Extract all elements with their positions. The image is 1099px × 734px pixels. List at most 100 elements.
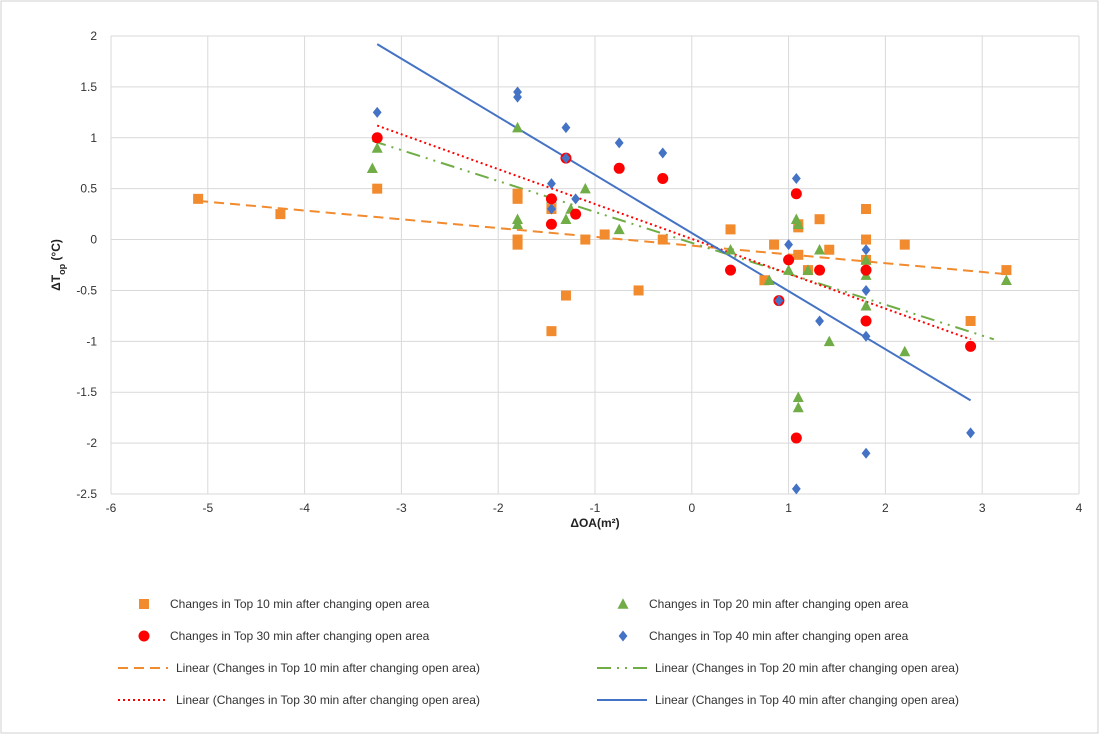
data-point-diamond — [774, 295, 784, 307]
legend-marker-diamond — [618, 630, 628, 642]
x-tick-label: 1 — [785, 501, 792, 515]
x-tick-label: 3 — [979, 501, 986, 515]
data-point-triangle — [1000, 274, 1012, 286]
data-point-square — [193, 193, 204, 204]
data-point-circle — [790, 432, 802, 444]
data-point-triangle — [860, 299, 872, 311]
legend-label: Changes in Top 40 min after changing ope… — [649, 629, 909, 643]
x-tick-label: -1 — [590, 501, 601, 515]
y-tick-label: 2 — [90, 29, 97, 43]
y-axis-title-unit: (°C) — [49, 239, 63, 264]
data-point-triangle — [783, 264, 795, 275]
data-point-circle — [860, 315, 872, 327]
data-point-triangle — [560, 213, 572, 224]
data-points — [193, 86, 1012, 495]
data-point-circle — [725, 264, 737, 276]
y-tick-label: -2 — [86, 436, 97, 450]
data-point-circle — [790, 188, 802, 200]
data-point-square — [725, 224, 736, 235]
x-tick-label: -6 — [106, 501, 117, 515]
data-point-triangle — [792, 401, 804, 413]
data-point-circle — [860, 264, 872, 276]
data-point-diamond — [372, 106, 382, 118]
legend-label: Linear (Changes in Top 40 min after chan… — [655, 693, 959, 707]
legend-label: Changes in Top 10 min after changing ope… — [170, 597, 430, 611]
data-point-square — [861, 204, 872, 215]
data-point-square — [899, 239, 910, 250]
x-tick-label: -4 — [299, 501, 310, 515]
data-point-diamond — [791, 172, 801, 184]
data-point-triangle — [512, 121, 524, 133]
legend-label: Linear (Changes in Top 30 min after chan… — [176, 693, 480, 707]
grid — [110, 35, 1080, 495]
data-point-circle — [371, 132, 383, 144]
data-point-diamond — [861, 330, 871, 342]
data-point-square — [560, 290, 571, 301]
data-point-diamond — [784, 239, 793, 251]
data-point-diamond — [658, 147, 668, 159]
legend-label: Changes in Top 20 min after changing ope… — [649, 597, 909, 611]
data-point-triangle — [579, 182, 591, 194]
data-point-diamond — [561, 122, 571, 134]
data-point-square — [512, 188, 523, 199]
x-axis-title: ΔOA(m²) — [570, 516, 619, 530]
data-point-circle — [783, 254, 795, 266]
data-point-square — [965, 315, 976, 326]
y-axis-title-subscript: op — [57, 263, 67, 274]
data-point-triangle — [792, 391, 804, 403]
data-point-triangle — [823, 335, 835, 347]
data-point-triangle — [763, 274, 775, 286]
data-point-square — [372, 183, 383, 194]
data-point-diamond — [547, 203, 556, 215]
legend: Changes in Top 10 min after changing ope… — [118, 597, 959, 707]
data-point-square — [861, 234, 872, 245]
y-tick-label: -0.5 — [76, 283, 97, 297]
data-point-diamond — [547, 178, 556, 190]
data-point-square — [814, 214, 825, 225]
y-tick-label: 1.5 — [80, 80, 97, 94]
legend-label: Linear (Changes in Top 10 min after chan… — [176, 661, 480, 675]
tick-labels: -6 -5 -4 -3 -2 -1 0 1 2 3 4 -2.5 -2 -1.5 -1 -0.5 0 0.5 1 1.… — [76, 29, 1082, 515]
data-point-triangle — [366, 162, 378, 174]
data-point-triangle — [899, 345, 911, 357]
data-point-square — [275, 209, 286, 220]
legend-label: Changes in Top 30 min after changing ope… — [170, 629, 430, 643]
data-point-circle — [814, 264, 826, 276]
legend-label: Linear (Changes in Top 20 min after chan… — [655, 661, 959, 675]
data-point-diamond — [614, 137, 624, 149]
data-point-square — [599, 229, 610, 240]
data-point-diamond — [791, 483, 801, 495]
data-point-diamond — [815, 315, 824, 327]
legend-marker-triangle — [617, 598, 629, 609]
data-point-triangle — [814, 243, 826, 255]
trendline-4 — [376, 43, 972, 402]
data-point-diamond — [861, 244, 871, 256]
x-tick-label: 2 — [882, 501, 889, 515]
y-axis-title: ΔTop (°C) — [49, 239, 67, 291]
y-axis-title-main: ΔT — [49, 274, 63, 291]
data-point-square — [769, 239, 780, 250]
data-point-triangle — [613, 223, 625, 235]
data-point-diamond — [513, 91, 522, 103]
data-point-square — [793, 249, 804, 260]
y-tick-label: 0 — [90, 233, 97, 247]
data-point-circle — [613, 162, 625, 174]
trendline-3 — [376, 124, 971, 341]
data-point-square — [546, 326, 557, 337]
data-point-diamond — [571, 193, 581, 205]
data-point-triangle — [792, 218, 804, 230]
data-point-triangle — [860, 254, 872, 265]
x-tick-label: -3 — [396, 501, 407, 515]
data-point-diamond — [861, 284, 871, 296]
data-point-square — [633, 285, 644, 296]
data-point-diamond — [861, 447, 871, 459]
data-point-square — [657, 234, 668, 245]
x-tick-label: 0 — [688, 501, 695, 515]
legend-marker-circle — [138, 630, 150, 642]
data-point-square — [512, 239, 523, 250]
y-tick-label: -1.5 — [76, 385, 97, 399]
y-tick-label: -2.5 — [76, 487, 97, 501]
